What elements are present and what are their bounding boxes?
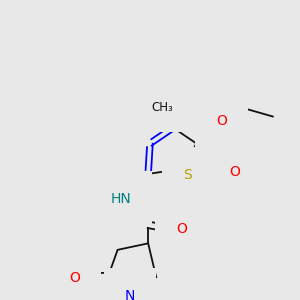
- Text: CH₃: CH₃: [151, 101, 173, 114]
- Text: O: O: [216, 114, 227, 128]
- Text: O: O: [230, 165, 241, 179]
- Text: N: N: [124, 289, 135, 300]
- Text: O: O: [176, 223, 187, 236]
- Text: HN: HN: [111, 192, 131, 206]
- Text: S: S: [183, 168, 191, 182]
- Text: O: O: [70, 271, 80, 285]
